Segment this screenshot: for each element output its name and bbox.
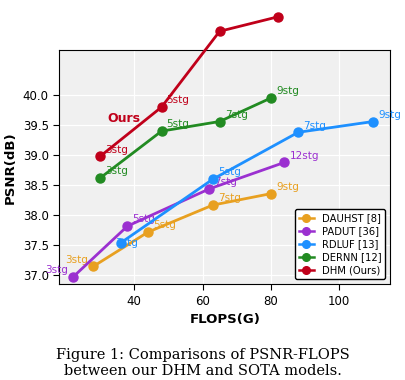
Text: Ours: Ours (107, 112, 140, 125)
X-axis label: FLOPS(G): FLOPS(G) (189, 314, 260, 326)
Text: 5stg: 5stg (153, 220, 175, 230)
Text: 9stg: 9stg (275, 182, 298, 192)
Text: 3stg: 3stg (45, 266, 68, 276)
Text: 5stg: 5stg (166, 119, 189, 129)
Text: 9stg: 9stg (0, 379, 1, 380)
Text: 5stg: 5stg (132, 214, 155, 224)
Text: 9stg: 9stg (275, 86, 298, 96)
Text: 3stg: 3stg (65, 255, 88, 264)
Text: 7stg: 7stg (224, 110, 247, 120)
Text: 5stg: 5stg (217, 168, 240, 177)
Text: 7stg: 7stg (217, 193, 240, 203)
Text: Figure 1: Comparisons of PSNR-FLOPS
between our DHM and SOTA models.: Figure 1: Comparisons of PSNR-FLOPS betw… (56, 348, 349, 378)
Text: 3stg: 3stg (115, 238, 138, 249)
Text: 12stg: 12stg (289, 150, 318, 161)
Text: 5stg: 5stg (166, 95, 189, 105)
Legend: DAUHST [8], PADUT [36], RDLUF [13], DERNN [12], DHM (Ours): DAUHST [8], PADUT [36], RDLUF [13], DERN… (294, 209, 384, 279)
Text: 7stg: 7stg (0, 379, 1, 380)
Text: 3stg: 3stg (105, 144, 128, 155)
Y-axis label: PSNR(dB): PSNR(dB) (4, 131, 17, 204)
Text: 7stg: 7stg (303, 120, 325, 130)
Text: 7stg: 7stg (214, 177, 237, 187)
Text: 3stg: 3stg (105, 166, 128, 176)
Text: 9stg: 9stg (377, 110, 400, 120)
